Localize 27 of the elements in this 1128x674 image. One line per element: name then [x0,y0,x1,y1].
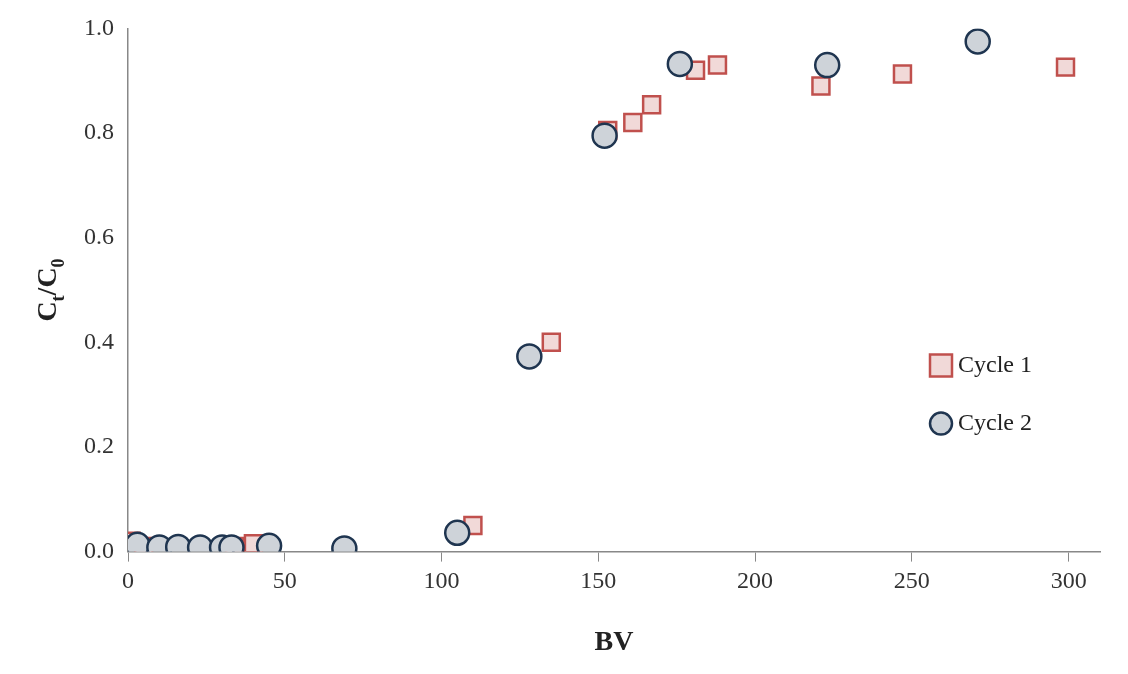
x-tick-label: 200 [737,567,774,594]
point [964,28,991,55]
point [892,64,913,84]
legend-label: Cycle 1 [958,350,1032,377]
point [811,76,831,96]
x-tick-label: 250 [893,567,930,594]
x-tick-label: 150 [580,567,617,594]
y-tick-label: 0.8 [84,118,114,145]
legend-label: Cycle 2 [958,408,1032,435]
y-axis-title: Ct/C0 [31,258,68,322]
point [707,55,728,75]
x-tick-label: 50 [272,567,297,594]
y-tick-label: 0.4 [84,327,114,354]
point [666,50,694,78]
y-tick-label: 0.6 [84,222,114,249]
point [1055,57,1076,77]
point [591,122,618,149]
x-tick-label: 100 [423,567,460,594]
y-tick-label: 0.2 [84,432,114,459]
point [623,112,643,133]
x-axis-title: BV [594,625,634,657]
x-tick-label: 300 [1050,567,1087,594]
point [641,95,662,115]
y-tick-label: 0.0 [84,536,114,563]
point [813,51,841,79]
y-tick-label: 1.0 [84,13,114,40]
x-tick-label: 0 [122,567,134,594]
